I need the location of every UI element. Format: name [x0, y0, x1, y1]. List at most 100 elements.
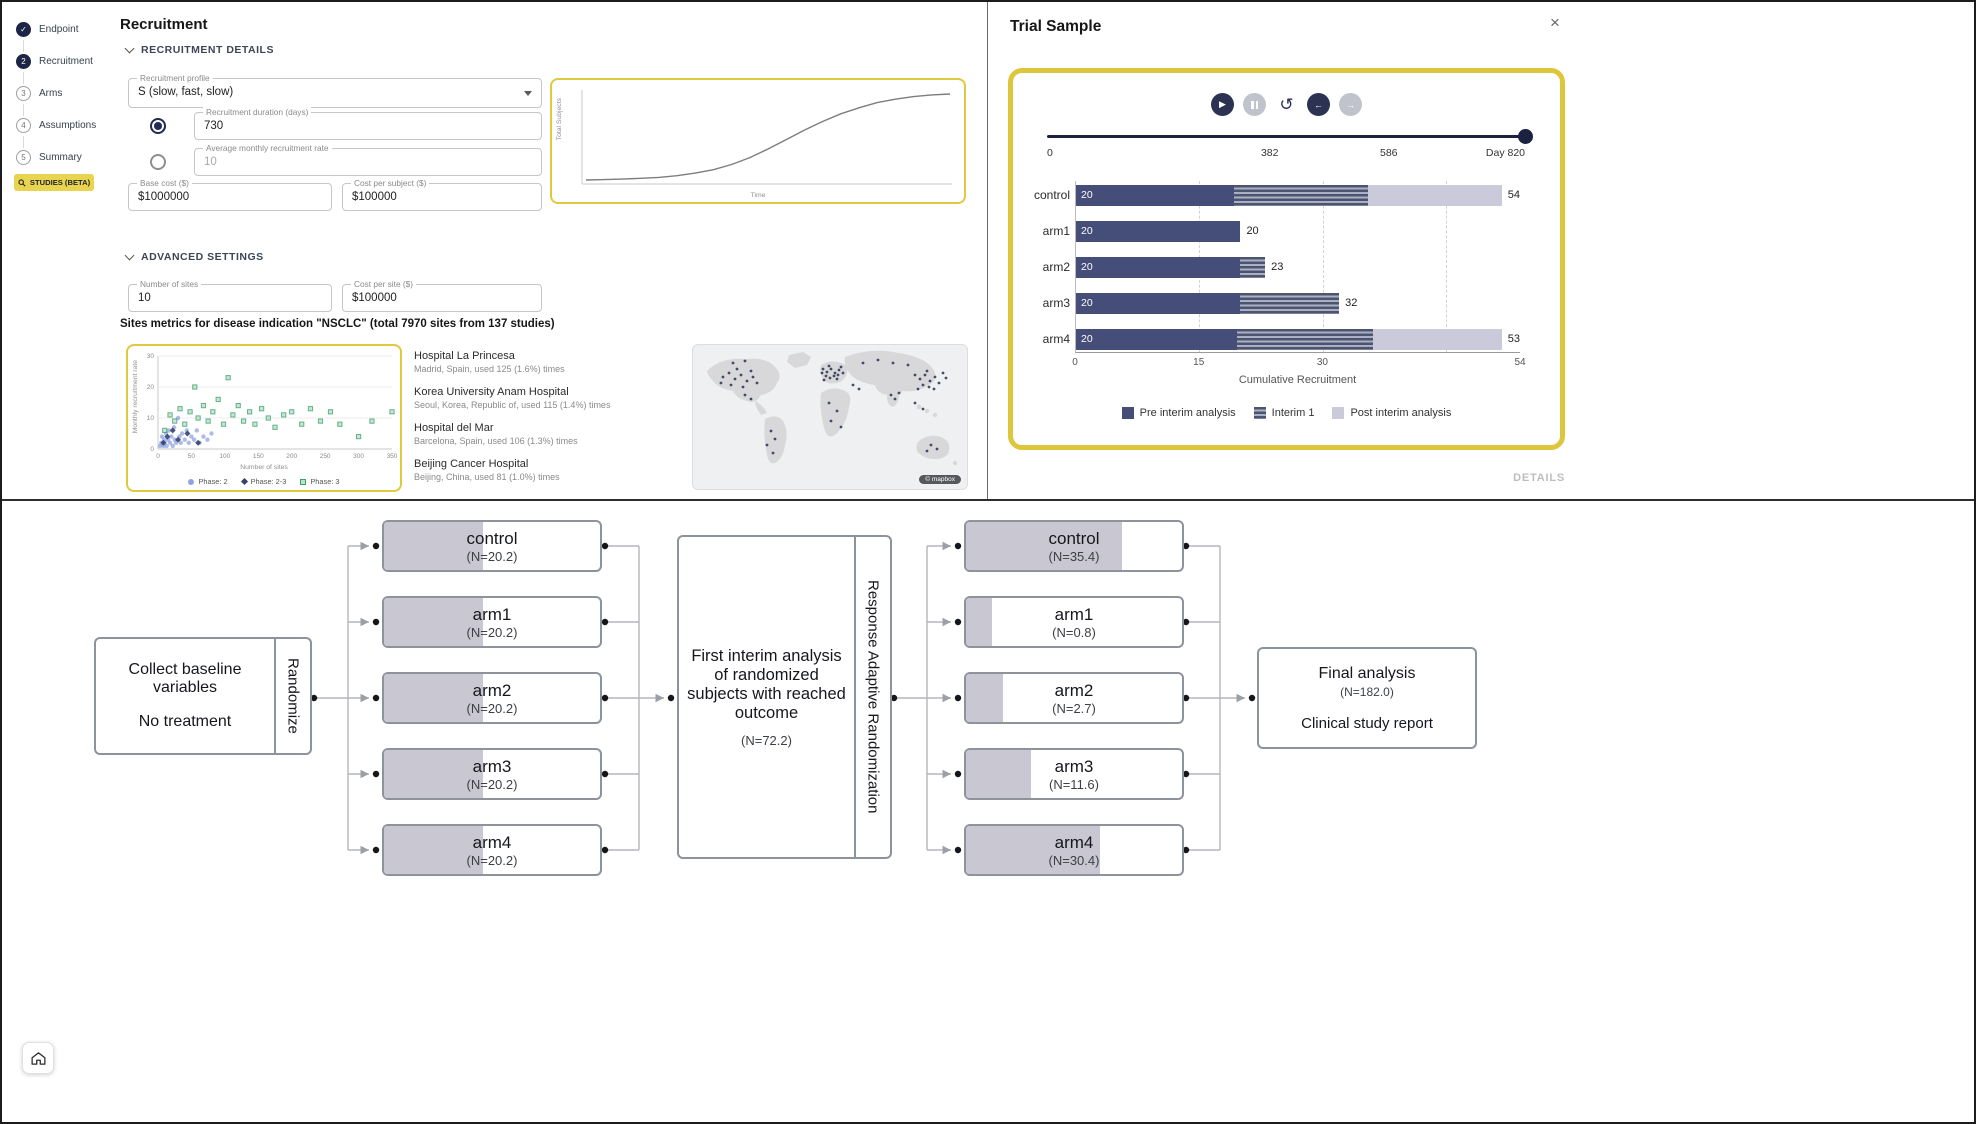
recruitment-duration-input[interactable]: Recruitment duration (days) 730	[194, 107, 542, 140]
scatter-plot: 0 50 100 150 200 250 300 350 0 10 20 30	[147, 353, 398, 460]
search-icon	[18, 178, 26, 187]
list-item: Korea University Anam Hospital Seoul, Ko…	[414, 386, 611, 410]
diagram-arm-box-arm1-1[interactable]: arm1 (N=20.2)	[382, 596, 602, 648]
bar-row-arm4: arm4 20 53	[1043, 329, 1520, 350]
replay-button[interactable]: ↺	[1279, 95, 1294, 114]
world-map-graphic	[693, 345, 967, 489]
stacked-bar: 20 20	[1076, 221, 1520, 242]
cost-per-site-input[interactable]: Cost per site ($) $100000	[342, 279, 542, 312]
diagram-arm-box-arm4-2[interactable]: arm4 (N=30.4)	[964, 824, 1184, 876]
bar-row-arm2: arm2 20 23	[1043, 257, 1520, 278]
diagram-interim-box[interactable]: First interim analysis of randomized sub…	[677, 535, 892, 859]
play-button[interactable]: ▶	[1211, 93, 1234, 116]
list-item: Hospital del Mar Barcelona, Spain, used …	[414, 422, 578, 446]
step-connector	[23, 40, 24, 52]
recruitment-profile-select[interactable]: Recruitment profile S (slow, fast, slow)	[128, 73, 542, 108]
trial-flow-diagram: Collect baseline variables No treatment …	[2, 499, 1974, 1122]
curve-plot	[581, 90, 952, 185]
sites-world-map[interactable]: © mapbox	[692, 344, 968, 490]
step-connector	[23, 136, 24, 148]
sidebar-item-assumptions[interactable]: 4 Assumptions	[16, 118, 96, 133]
svg-text:200: 200	[286, 453, 297, 460]
gridline	[1322, 181, 1324, 352]
stacked-bar: 20 23	[1076, 257, 1520, 278]
number-of-sites-input[interactable]: Number of sites 10	[128, 279, 332, 312]
x-axis-label: Cumulative Recruitment	[1238, 374, 1357, 386]
curve-y-axis-label: Total Subjects	[556, 98, 563, 141]
diagram-final-box[interactable]: Final analysis (N=182.0) Clinical study …	[1257, 647, 1477, 749]
diagram-arm-box-control-1[interactable]: control (N=20.2)	[382, 520, 602, 572]
step-forward-button[interactable]: →	[1339, 93, 1362, 116]
close-icon[interactable]: ×	[1550, 13, 1560, 32]
diagram-arm-box-control-2[interactable]: control (N=35.4)	[964, 520, 1184, 572]
base-cost-input[interactable]: Base cost ($) $1000000	[128, 178, 332, 211]
trial-sample-title: Trial Sample	[1010, 18, 1102, 35]
svg-text:30: 30	[147, 353, 155, 360]
diagram-arm-box-arm2-2[interactable]: arm2 (N=2.7)	[964, 672, 1184, 724]
sidebar-item-recruitment[interactable]: 2 Recruitment	[16, 54, 93, 69]
duration-radio[interactable]	[150, 118, 166, 134]
sidebar-item-summary[interactable]: 5 Summary	[16, 150, 82, 165]
phase23-marker-icon	[240, 477, 248, 486]
recruitment-curve-chart: Total Subjects Time	[550, 78, 966, 204]
recruitment-panel: Recruitment RECRUITMENT DETAILS Recruitm…	[102, 2, 988, 499]
trial-sample-panel: Trial Sample × ▶ ↺ ← → 0 382 586 Day 8	[988, 2, 1974, 499]
diagram-arm-box-arm1-2[interactable]: arm1 (N=0.8)	[964, 596, 1184, 648]
step-number-icon: 4	[16, 118, 31, 133]
sites-scatter-chart: 0 50 100 150 200 250 300 350 0 10 20 30 Monthly re…	[126, 344, 402, 492]
dropdown-caret-icon	[524, 91, 532, 96]
wizard-stepper-sidebar: ✓ Endpoint 2 Recruitment 3 Arms 4 Assump…	[2, 2, 102, 499]
home-icon	[30, 1051, 46, 1065]
step-check-icon: ✓	[16, 22, 31, 37]
diagram-arm-box-arm4-1[interactable]: arm4 (N=20.2)	[382, 824, 602, 876]
section-header-recruitment-details[interactable]: RECRUITMENT DETAILS	[124, 43, 274, 56]
sidebar-item-endpoint[interactable]: ✓ Endpoint	[16, 22, 78, 37]
details-button[interactable]: DETAILS	[1513, 472, 1565, 484]
svg-text:20: 20	[147, 384, 155, 391]
sites-metrics-title: Sites metrics for disease indication "NS…	[120, 318, 555, 330]
pause-button[interactable]	[1243, 93, 1266, 116]
diagram-start-box[interactable]: Collect baseline variables No treatment …	[94, 637, 312, 755]
step-back-button[interactable]: ←	[1307, 93, 1330, 116]
diagram-arm-box-arm2-1[interactable]: arm2 (N=20.2)	[382, 672, 602, 724]
list-item: Hospital La Princesa Madrid, Spain, used…	[414, 350, 565, 374]
monthly-rate-radio[interactable]	[150, 154, 166, 170]
cost-per-subject-input[interactable]: Cost per subject ($) $100000	[342, 178, 542, 211]
slider-handle[interactable]	[1518, 129, 1533, 144]
svg-text:350: 350	[387, 453, 398, 460]
scatter-legend: Phase: 2 Phase: 2-3 Phase: 3	[128, 477, 400, 486]
page-title: Recruitment	[120, 16, 208, 33]
step-number-icon: 2	[16, 54, 31, 69]
step-connector	[23, 104, 24, 116]
legend-pre-swatch	[1121, 407, 1134, 419]
bar-row-arm3: arm3 20 32	[1043, 293, 1520, 314]
step-number-icon: 3	[16, 86, 31, 101]
diagram-arm-box-arm3-2[interactable]: arm3 (N=11.6)	[964, 748, 1184, 800]
home-button[interactable]	[22, 1042, 54, 1074]
scatter-y-axis-label: Monthly recruitment rate	[132, 360, 139, 434]
studies-beta-button[interactable]: STUDIES (BETA)	[14, 174, 94, 191]
monthly-rate-input[interactable]: Average monthly recruitment rate 10	[194, 143, 542, 176]
trial-sample-card: ▶ ↺ ← → 0 382 586 Day 820	[1008, 68, 1565, 450]
chevron-down-icon	[124, 250, 135, 261]
legend-interim-swatch	[1253, 407, 1266, 419]
bar-row-control: control 20 54	[1034, 185, 1520, 206]
sidebar-item-arms[interactable]: 3 Arms	[16, 86, 62, 101]
svg-text:150: 150	[253, 453, 264, 460]
slider-tick-labels: 0 382 586 Day 820	[1047, 147, 1525, 159]
diagram-arm-box-arm3-1[interactable]: arm3 (N=20.2)	[382, 748, 602, 800]
day-slider[interactable]	[1047, 129, 1533, 144]
rar-strip: Response Adaptive Randomization	[854, 537, 890, 857]
randomize-strip: Randomize	[274, 639, 310, 753]
phase3-marker-icon	[300, 478, 307, 485]
bar-row-arm1: arm1 20 20	[1043, 221, 1520, 242]
pause-icon	[1251, 100, 1258, 109]
phase2-marker-icon	[188, 478, 195, 485]
step-number-icon: 5	[16, 150, 31, 165]
cumulative-recruitment-chart: control 20 54 arm1 20 20	[1034, 181, 1520, 353]
section-header-advanced-settings[interactable]: ADVANCED SETTINGS	[124, 250, 264, 263]
mapbox-attribution: © mapbox	[919, 475, 961, 484]
svg-text:10: 10	[147, 415, 155, 422]
top-hospitals-list: Hospital La Princesa Madrid, Spain, used…	[414, 350, 686, 494]
